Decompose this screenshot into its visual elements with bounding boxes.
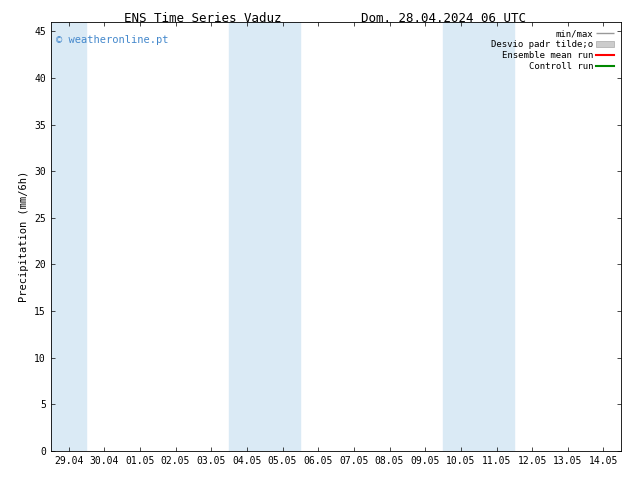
Text: ENS Time Series Vaduz: ENS Time Series Vaduz — [124, 12, 281, 25]
Text: © weatheronline.pt: © weatheronline.pt — [56, 35, 169, 45]
Bar — [443, 22, 514, 451]
Y-axis label: Precipitation (mm/6h): Precipitation (mm/6h) — [18, 171, 29, 302]
Bar — [51, 22, 86, 451]
Text: Dom. 28.04.2024 06 UTC: Dom. 28.04.2024 06 UTC — [361, 12, 526, 25]
Bar — [229, 22, 301, 451]
Legend: min/max, Desvio padr tilde;o, Ensemble mean run, Controll run: min/max, Desvio padr tilde;o, Ensemble m… — [489, 26, 617, 74]
